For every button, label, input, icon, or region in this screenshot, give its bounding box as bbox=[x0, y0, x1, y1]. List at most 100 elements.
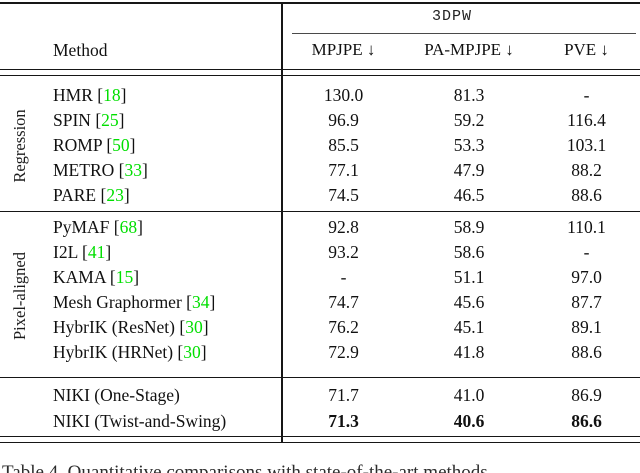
method-label: SPIN [25] bbox=[0, 110, 282, 131]
citation-link[interactable]: [18] bbox=[92, 85, 127, 105]
pa-mpjpe-value: 59.2 bbox=[453, 110, 485, 130]
citation-number[interactable]: 50 bbox=[112, 135, 130, 155]
method-label: PyMAF [68] bbox=[0, 217, 282, 238]
table-row: HybrIK (ResNet) [30] 76.2 45.1 89.1 bbox=[0, 315, 640, 340]
citation-link[interactable]: [34] bbox=[181, 292, 216, 312]
dataset-header: 3DPW bbox=[431, 8, 472, 25]
table-row: HybrIK (HRNet) [30] 72.9 41.8 88.6 bbox=[0, 340, 640, 365]
mpjpe-value: 72.9 bbox=[328, 342, 359, 362]
method-name: HMR bbox=[53, 85, 93, 105]
pa-mpjpe-value: 41.0 bbox=[453, 384, 485, 405]
table-row: PyMAF [68] 92.8 58.9 110.1 bbox=[0, 215, 640, 240]
mpjpe-value: 93.2 bbox=[328, 242, 359, 262]
citation-link[interactable]: [68] bbox=[109, 217, 143, 237]
citation-number[interactable]: 33 bbox=[124, 160, 142, 180]
mpjpe-value: 76.2 bbox=[328, 317, 359, 337]
mpjpe-value: 74.5 bbox=[328, 185, 359, 205]
method-name: SPIN bbox=[53, 110, 91, 130]
citation-number[interactable]: 34 bbox=[191, 292, 210, 312]
mpjpe-value: 96.9 bbox=[328, 110, 359, 130]
citation-link[interactable]: [50] bbox=[101, 135, 136, 155]
table-row: SPIN [25] 96.9 59.2 116.4 bbox=[0, 108, 640, 133]
table-caption-partial: Table 4. Quantitative comparisons with s… bbox=[2, 462, 488, 473]
citation-link[interactable]: [23] bbox=[96, 185, 130, 205]
pa-mpjpe-column-header: PA-MPJPE ↓ bbox=[424, 40, 514, 59]
citation-number[interactable]: 18 bbox=[103, 85, 121, 105]
citation-link[interactable]: [30] bbox=[173, 342, 207, 362]
citation-link[interactable]: [41] bbox=[77, 242, 112, 262]
bottom-double-rule-2 bbox=[0, 442, 640, 444]
pa-mpjpe-value: 81.3 bbox=[453, 85, 485, 105]
pa-mpjpe-value: 41.8 bbox=[453, 342, 485, 362]
mpjpe-value: 71.3 bbox=[328, 410, 359, 431]
pve-value: - bbox=[583, 85, 590, 105]
pve-column-header: PVE ↓ bbox=[564, 40, 609, 59]
method-label: HybrIK (HRNet) [30] bbox=[0, 342, 282, 363]
section-niki-rows: NIKI (One-Stage) 71.7 41.0 86.9 NIKI (Tw… bbox=[0, 382, 640, 434]
section-pixel-aligned-rows: PyMAF [68] 92.8 58.9 110.1 I2L [41] 93.2… bbox=[0, 215, 640, 365]
pa-mpjpe-value: 45.1 bbox=[453, 317, 485, 337]
method-name: PARE bbox=[53, 185, 97, 205]
citation-number[interactable]: 25 bbox=[101, 110, 119, 130]
citation-number[interactable]: 30 bbox=[183, 342, 201, 362]
pa-mpjpe-value: 51.1 bbox=[453, 267, 485, 287]
section-divider-rule-1 bbox=[0, 211, 640, 213]
mpjpe-value: 77.1 bbox=[328, 160, 359, 180]
method-label: NIKI (One-Stage) bbox=[0, 385, 282, 406]
method-label: HMR [18] bbox=[0, 85, 282, 106]
method-name: Mesh Graphormer bbox=[53, 292, 182, 312]
method-name: I2L bbox=[53, 242, 78, 262]
section-regression-rows: HMR [18] 130.0 81.3 - SPIN [25] 96.9 59.… bbox=[0, 83, 640, 208]
pve-value: 97.0 bbox=[571, 267, 602, 287]
bottom-double-rule-1 bbox=[0, 436, 640, 438]
table-top-rule bbox=[0, 2, 640, 4]
table-row: HMR [18] 130.0 81.3 - bbox=[0, 83, 640, 108]
pa-mpjpe-value: 58.6 bbox=[453, 242, 485, 262]
mpjpe-value: 71.7 bbox=[328, 384, 359, 405]
method-label: PARE [23] bbox=[0, 185, 282, 206]
method-label: I2L [41] bbox=[0, 242, 282, 263]
pve-value: 86.6 bbox=[571, 410, 602, 431]
table-row: KAMA [15] - 51.1 97.0 bbox=[0, 265, 640, 290]
pve-value: 89.1 bbox=[571, 317, 602, 337]
pve-value: 88.6 bbox=[571, 185, 602, 205]
pve-value: 88.6 bbox=[571, 342, 602, 362]
method-name: HybrIK (ResNet) bbox=[53, 317, 175, 337]
header-double-rule-1 bbox=[0, 69, 640, 71]
pve-value: 88.2 bbox=[571, 160, 602, 180]
method-name: NIKI (One-Stage) bbox=[53, 384, 180, 405]
table-row: PARE [23] 74.5 46.5 88.6 bbox=[0, 183, 640, 208]
method-label: Mesh Graphormer [34] bbox=[0, 292, 282, 313]
header-double-rule-2 bbox=[0, 75, 640, 77]
pve-value: 103.1 bbox=[566, 135, 607, 155]
citation-number[interactable]: 68 bbox=[119, 217, 138, 237]
citation-number[interactable]: 41 bbox=[87, 242, 106, 262]
mpjpe-value: 92.8 bbox=[328, 217, 359, 237]
method-label: KAMA [15] bbox=[0, 267, 282, 288]
table-row: NIKI (One-Stage) 71.7 41.0 86.9 bbox=[0, 382, 640, 408]
method-name: KAMA bbox=[53, 267, 106, 287]
table-row: I2L [41] 93.2 58.6 - bbox=[0, 240, 640, 265]
method-label: ROMP [50] bbox=[0, 135, 282, 156]
pa-mpjpe-value: 58.9 bbox=[453, 217, 485, 237]
method-label: NIKI (Twist-and-Swing) bbox=[0, 411, 282, 432]
method-metrics-divider-bar bbox=[281, 3, 283, 443]
method-name: HybrIK (HRNet) bbox=[53, 342, 174, 362]
pve-value: 116.4 bbox=[567, 110, 606, 130]
pa-mpjpe-value: 53.3 bbox=[453, 135, 485, 155]
citation-link[interactable]: [15] bbox=[105, 267, 140, 287]
citation-link[interactable]: [33] bbox=[114, 160, 148, 180]
pa-mpjpe-value: 46.5 bbox=[453, 185, 485, 205]
citation-link[interactable]: [30] bbox=[174, 317, 209, 337]
method-name: METRO bbox=[53, 160, 115, 180]
citation-link[interactable]: [25] bbox=[90, 110, 125, 130]
table-row: ROMP [50] 85.5 53.3 103.1 bbox=[0, 133, 640, 158]
citation-number[interactable]: 30 bbox=[185, 317, 203, 337]
citation-number[interactable]: 23 bbox=[106, 185, 124, 205]
table-row: Mesh Graphormer [34] 74.7 45.6 87.7 bbox=[0, 290, 640, 315]
column-header-row: Method MPJPE ↓ PA-MPJPE ↓ PVE ↓ bbox=[0, 36, 640, 64]
method-label: METRO [33] bbox=[0, 160, 282, 181]
citation-number[interactable]: 15 bbox=[115, 267, 134, 287]
section-divider-rule-2 bbox=[0, 377, 640, 379]
